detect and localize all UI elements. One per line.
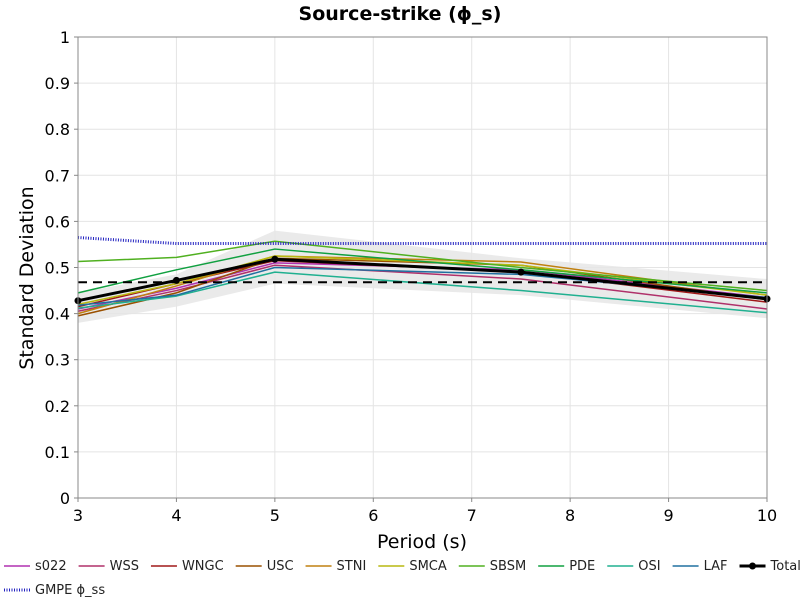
legend-label: WNGC (182, 559, 224, 574)
legend-item-wss: WSS (78, 559, 139, 574)
y-tick-label: 0.4 (45, 305, 70, 324)
legend-label: OSI (638, 559, 660, 574)
x-tick-label: 7 (467, 506, 477, 525)
legend-label: SBSM (490, 559, 526, 574)
legend-label: WSS (110, 559, 139, 574)
legend-label: SMCA (409, 559, 447, 574)
y-tick-label: 0.9 (45, 74, 70, 93)
chart-title: Source-strike (ϕ_s) (299, 3, 502, 25)
y-tick-label: 0 (60, 489, 70, 508)
series-line-pde (77, 248, 768, 294)
y-tick-label: 0.7 (45, 166, 70, 185)
legend-item-smca: SMCA (378, 559, 447, 574)
legend-item-usc: USC (235, 559, 294, 574)
legend-item-s022: s022 (4, 559, 67, 574)
x-tick-label: 6 (368, 506, 378, 525)
legend-label: GMPE ϕ_ss (35, 583, 105, 598)
x-tick-label: 5 (270, 506, 280, 525)
legend-item-laf: LAF (672, 559, 728, 574)
series-lines (74, 236, 771, 317)
legend: s022 WSS WNGC USC STNI SMCA SBSM PDE OSI LAF Total… (4, 559, 800, 598)
legend-label: USC (267, 559, 294, 574)
x-tick-label: 8 (565, 506, 575, 525)
legend-item-wngc: WNGC (150, 559, 224, 574)
legend-label: s022 (35, 559, 67, 574)
series-line-gmpe-ss (77, 236, 767, 246)
legend-item-stni: STNI (305, 559, 367, 574)
x-axis-ticks: 3 4 5 6 7 8 9 10 (73, 498, 777, 525)
x-axis-label: Period (s) (377, 531, 467, 553)
y-tick-label: 0.6 (45, 212, 70, 231)
legend-label: STNI (337, 559, 367, 574)
x-tick-label: 10 (757, 506, 777, 525)
series-line-sbsm (77, 240, 768, 292)
y-tick-label: 0.3 (45, 351, 70, 370)
y-tick-label: 0.2 (45, 397, 70, 416)
series-line-osi (77, 271, 768, 314)
y-axis-ticks: 0 0.1 0.2 0.3 0.4 0.5 0.6 0.7 0.8 0.9 1 (45, 28, 78, 508)
legend-item-pde: PDE (538, 559, 595, 574)
data-point-total (517, 268, 525, 276)
data-point-total (172, 276, 180, 284)
x-tick-label: 4 (171, 506, 181, 525)
legend-item-osi: OSI (607, 559, 661, 574)
legend-label: Total (770, 559, 800, 574)
series-line-wss (77, 264, 768, 313)
legend-item-sbsm: SBSM (458, 559, 526, 574)
legend-item-gmpe-ss: GMPE ϕ_ss (4, 583, 105, 598)
y-tick-label: 0.5 (45, 259, 70, 278)
y-tick-label: 1 (60, 28, 70, 47)
legend-marker (749, 562, 757, 570)
data-point-total (271, 255, 279, 263)
y-tick-label: 0.1 (45, 443, 70, 462)
y-tick-label: 0.8 (45, 120, 70, 139)
legend-label: LAF (704, 559, 728, 574)
legend-item-total: Total (739, 559, 800, 574)
x-tick-label: 9 (663, 506, 673, 525)
x-tick-label: 3 (73, 506, 83, 525)
y-axis-label: Standard Deviation (16, 186, 38, 369)
legend-label: PDE (569, 559, 595, 574)
